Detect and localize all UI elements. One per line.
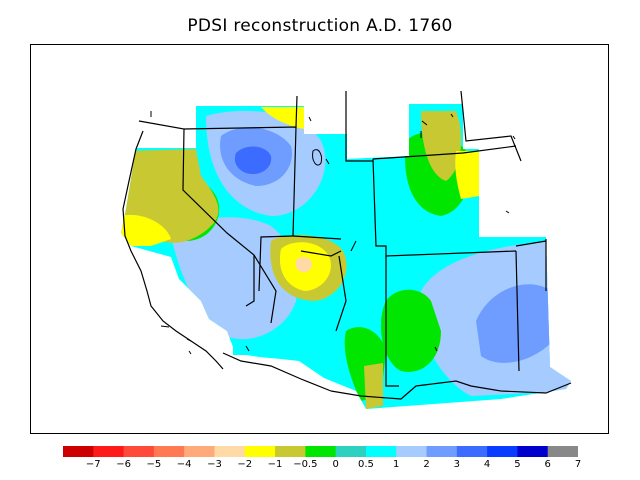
colorbar-swatch (214, 446, 246, 457)
colorbar-tick-label: 2 (423, 459, 430, 470)
colorbar-swatch (547, 446, 578, 457)
colorbar-tick-label: 4 (483, 459, 491, 470)
colorbar-swatch (365, 446, 397, 457)
state-boundaries (138, 90, 572, 400)
colorbar-tick-label: 0.5 (357, 459, 374, 470)
colorbar-tick-label: 6 (544, 459, 551, 470)
colorbar (63, 446, 578, 457)
colorbar-swatch (396, 446, 428, 457)
colorbar-swatch (123, 446, 155, 457)
colorbar-swatch (335, 446, 367, 457)
colorbar-swatch (456, 446, 488, 457)
map-frame (30, 44, 609, 434)
colorbar-swatch (184, 446, 215, 457)
pdsi-fill-green-rockies (381, 289, 441, 372)
pdsi-fill-darkblue-north (234, 146, 272, 175)
pdsi-fill-olive-south (364, 363, 383, 409)
colorbar-swatch (487, 446, 518, 457)
colorbar-tick-label: −4 (176, 459, 192, 470)
colorbar-swatch (63, 446, 94, 457)
colorbar-tick-label: −5 (146, 459, 162, 470)
colorbar-tick-label: 0 (332, 459, 339, 470)
pdsi-fill-olive-northeast (421, 111, 462, 181)
pdsi-fill-blue-plains (476, 284, 561, 363)
colorbar-swatch (517, 446, 549, 457)
pdsi-fill-yellow-coast (121, 214, 171, 246)
colorbar-swatch (244, 446, 276, 457)
pdsi-fill-yellow-north (261, 107, 304, 129)
colorbar-tick-label: 3 (453, 459, 460, 470)
map-title: PDSI reconstruction A.D. 1760 (187, 16, 453, 36)
colorbar-tick-label: −6 (116, 459, 131, 470)
colorbar-swatch (305, 446, 337, 457)
colorbar-tick-label: 7 (574, 459, 582, 470)
colorbar-tick-label: 5 (514, 459, 521, 470)
pdsi-fill-peach-center (295, 256, 312, 273)
colorbar-tick-label: −1 (267, 459, 283, 470)
colorbar-swatch (93, 446, 125, 457)
colorbar-tick-label: −7 (85, 459, 101, 470)
colorbar-swatch (153, 446, 185, 457)
colorbar-swatch (275, 446, 306, 457)
colorbar-tick-label: −0.5 (293, 459, 318, 470)
pdsi-map (121, 90, 572, 409)
colorbar-tick-label: 1 (393, 459, 400, 470)
colorbar-tick-label: −3 (207, 459, 222, 470)
coastline (122, 130, 224, 370)
colorbar-labels: −7 −6 −5 −4 −3 −2 −1 −0.5 0 0.5 1 2 3 4 5 6 7 (0, 459, 640, 473)
pdsi-fill-yellow-northeast (455, 151, 479, 199)
colorbar-swatch (426, 446, 458, 457)
lakes-islands (150, 111, 516, 355)
colorbar-tick-label: −2 (237, 459, 253, 470)
